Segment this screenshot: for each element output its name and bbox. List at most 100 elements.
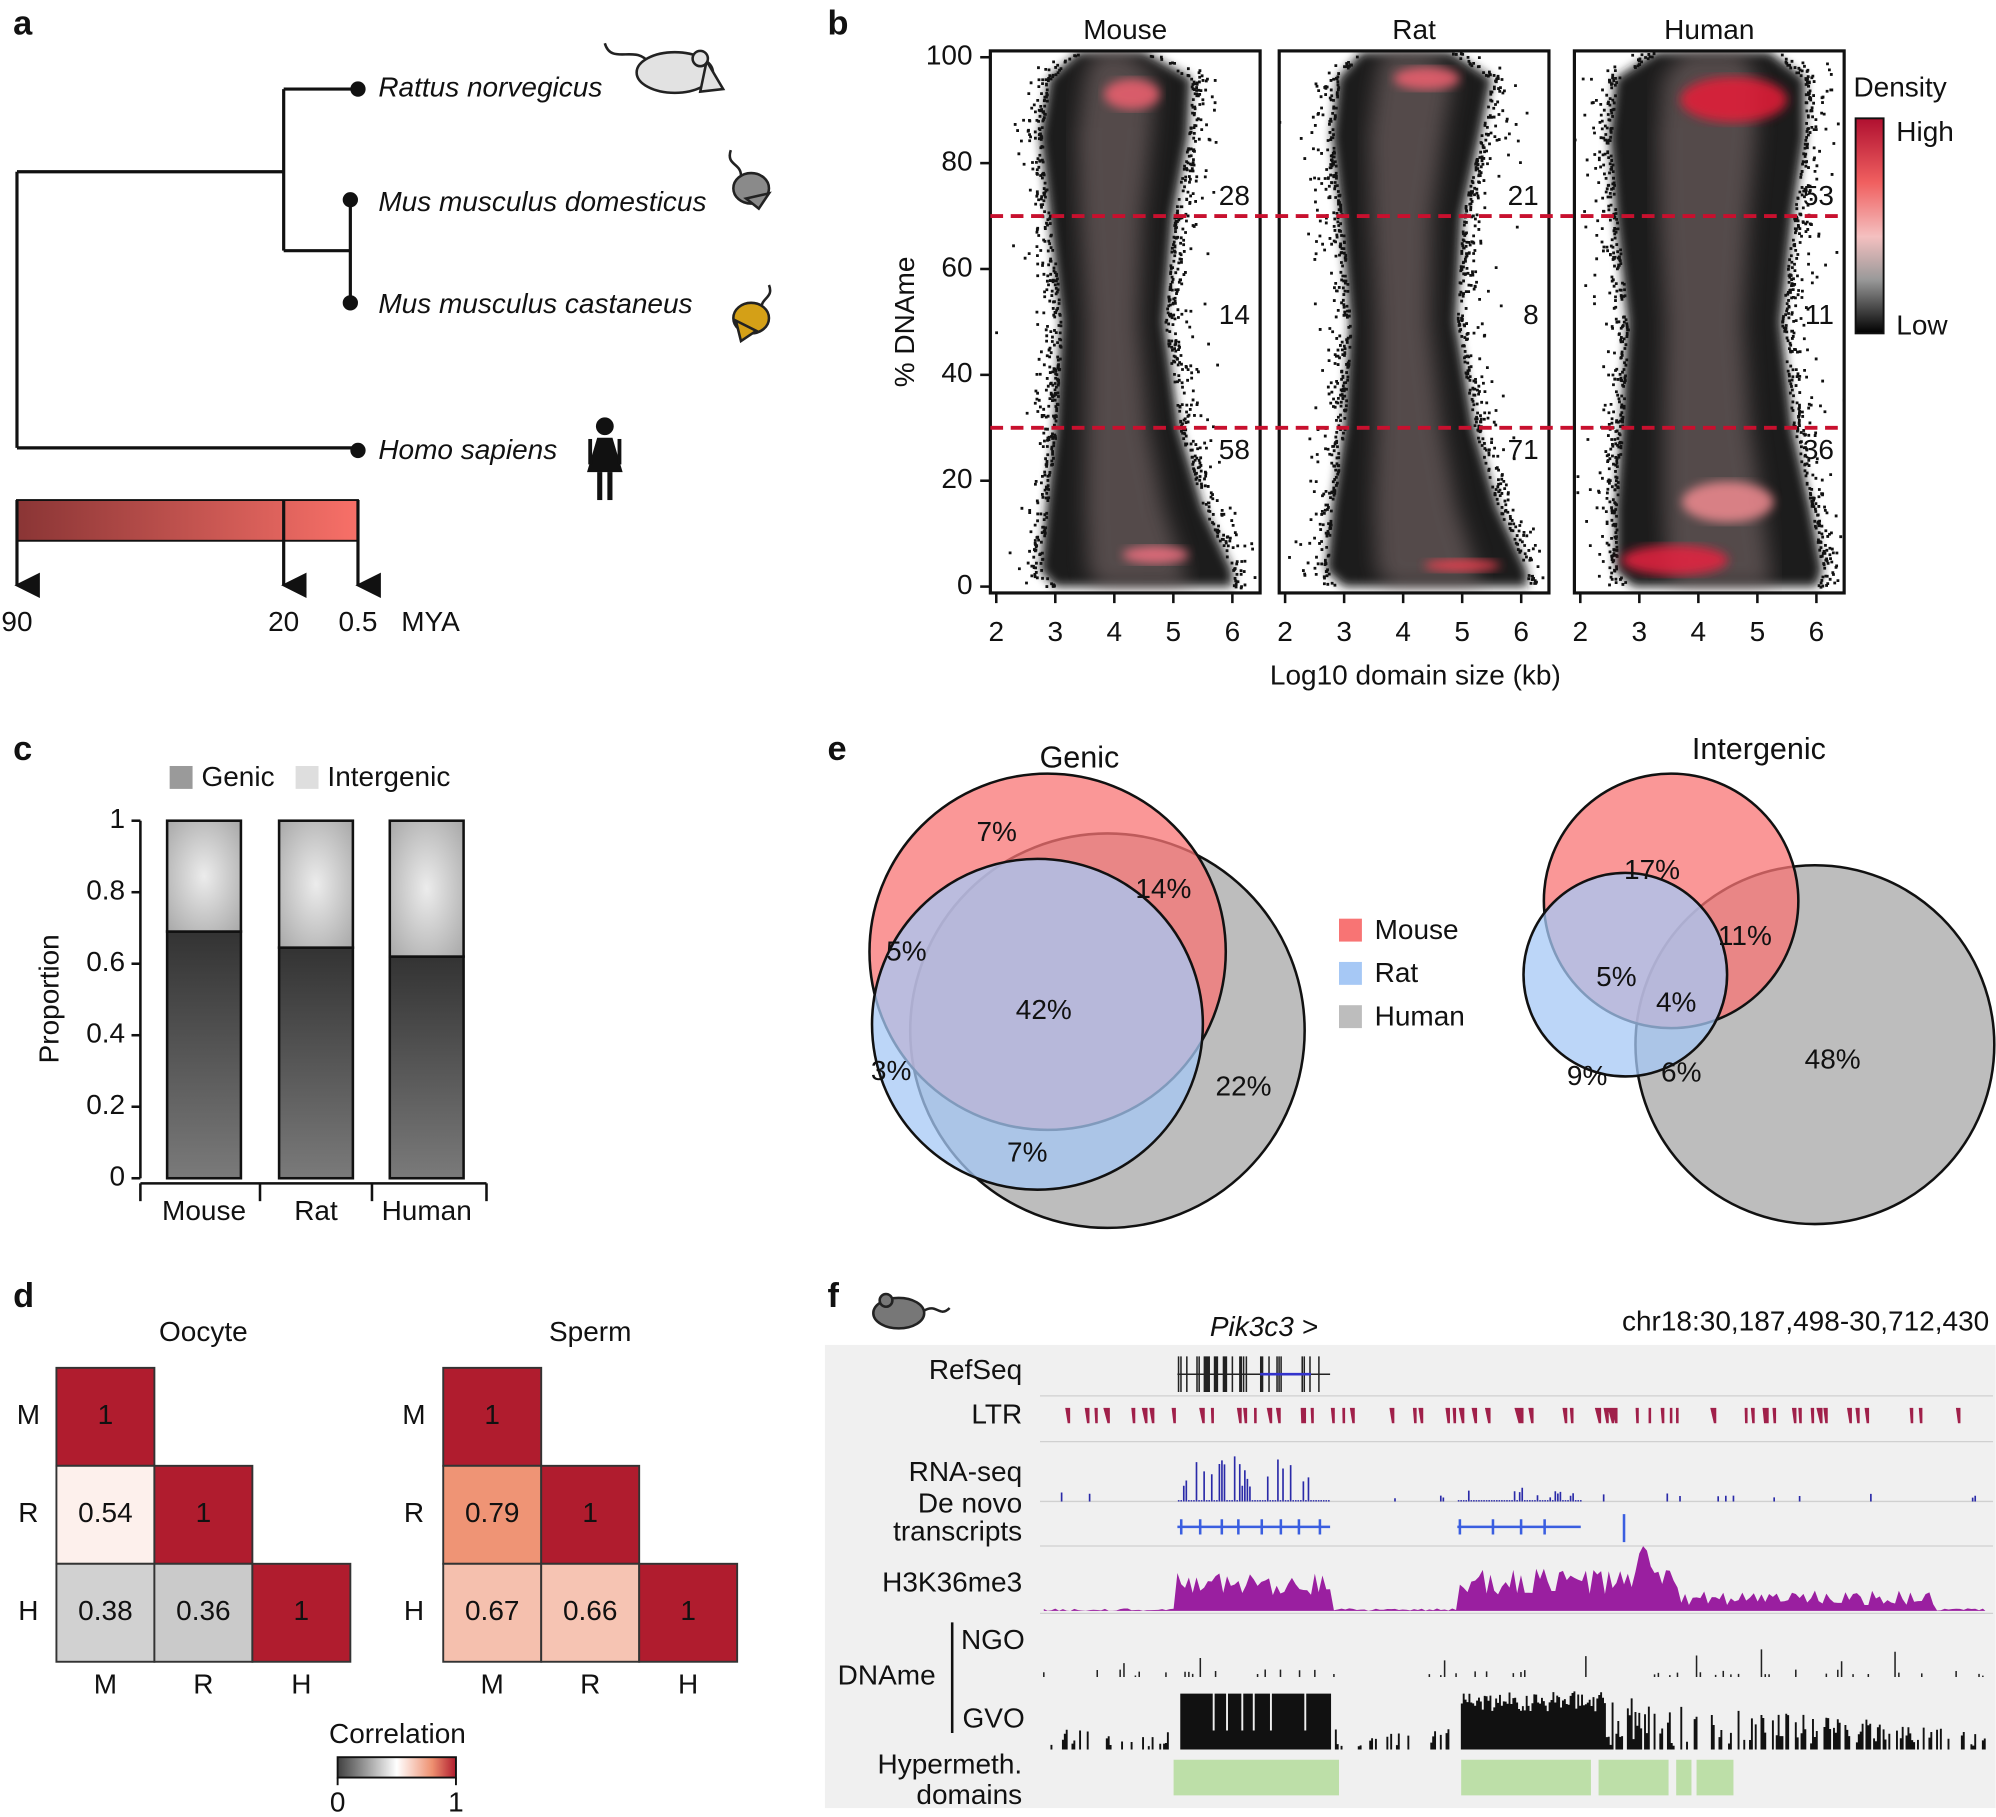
hypermeth-domain: [1676, 1759, 1692, 1796]
density-hotspot: [1104, 79, 1161, 110]
gene-name: Pik3c3 >: [1210, 1311, 1318, 1342]
heatmap-cell: [540, 1562, 641, 1663]
legend-label: Mouse: [1375, 914, 1459, 945]
column-label: R: [193, 1668, 213, 1699]
time-tick-label: 20: [268, 606, 299, 637]
y-tick-label: 0.2: [86, 1089, 125, 1120]
y-tick-label: 0.8: [86, 875, 125, 906]
x-tick-label: 5: [1750, 616, 1766, 647]
bar-segment: [277, 946, 355, 1180]
human-icon: [587, 417, 623, 501]
track-label: RefSeq: [929, 1354, 1022, 1385]
column-label: M: [94, 1668, 117, 1699]
cell-label: 1: [582, 1497, 598, 1528]
panel-label: e: [827, 730, 846, 768]
density-panel: [1279, 51, 1545, 587]
heatmap-cell: [638, 1562, 739, 1663]
cell-label: 1: [484, 1399, 500, 1430]
heatmap-title: Sperm: [549, 1316, 631, 1347]
colorbar-tick-label: 0: [330, 1787, 346, 1817]
species-label: Rattus norvegicus: [378, 71, 602, 102]
time-unit: MYA: [401, 606, 460, 637]
panel-label: b: [827, 5, 848, 43]
legend-label: Human: [1375, 1000, 1465, 1031]
track-label: De novo: [918, 1488, 1022, 1519]
track-label: RNA-seq: [909, 1456, 1023, 1487]
venn-label: 5%: [1596, 961, 1636, 992]
venn-title: Intergenic: [1692, 732, 1826, 766]
row-label: M: [402, 1399, 425, 1430]
region-count: 53: [1803, 180, 1834, 211]
cell-label: 1: [680, 1595, 696, 1626]
mouse-icon: [872, 1292, 951, 1330]
rat-icon: [603, 42, 726, 95]
panel-title: Human: [1664, 14, 1754, 45]
track-label: H3K36me3: [882, 1567, 1022, 1598]
bar-segment: [165, 819, 243, 933]
y-tick-label: 80: [941, 146, 972, 177]
x-tick-label: 3: [1632, 616, 1648, 647]
density-panel: [1574, 51, 1845, 589]
x-tick-label: 3: [1336, 616, 1352, 647]
track-label: GVO: [963, 1703, 1025, 1734]
venn-label: 4%: [1656, 986, 1696, 1017]
density-core: [1369, 51, 1482, 587]
tree-leaf: [342, 192, 358, 208]
legend-label: Genic: [201, 761, 274, 792]
panel-label: d: [13, 1277, 34, 1315]
cell-label: 0.38: [78, 1595, 132, 1626]
legend-label: Rat: [1375, 957, 1419, 988]
x-tick-label: 5: [1454, 616, 1470, 647]
panel-frame: [1572, 49, 1846, 595]
cell-label: 1: [294, 1595, 310, 1626]
legend-swatch: [1339, 1005, 1362, 1029]
hypermeth-domain: [1461, 1759, 1591, 1796]
x-tick-label: Mouse: [162, 1195, 246, 1226]
x-tick-label: 6: [1225, 616, 1241, 647]
heatmap-cell: [153, 1464, 254, 1565]
track-label: LTR: [971, 1399, 1022, 1430]
row-label: M: [17, 1399, 40, 1430]
x-tick-label: 2: [1573, 616, 1589, 647]
track-label: domains: [916, 1779, 1022, 1810]
density-panel: [995, 51, 1257, 590]
venn-set: [1522, 871, 1729, 1078]
panel-label: a: [13, 5, 33, 43]
legend-label: High: [1896, 116, 1954, 147]
region-count: 28: [1219, 180, 1250, 211]
column-label: M: [481, 1668, 504, 1699]
venn-label: 42%: [1016, 994, 1072, 1025]
venn-label: 6%: [1661, 1056, 1701, 1087]
venn-label: 11%: [1718, 920, 1772, 951]
row-label: R: [18, 1497, 38, 1528]
panel-label: c: [13, 730, 32, 768]
panel-frame: [1277, 49, 1551, 595]
transcript-track: [1177, 1514, 1626, 1543]
x-tick-label: 5: [1166, 616, 1182, 647]
heatmap-cell: [540, 1464, 641, 1565]
venn-label: 5%: [886, 935, 926, 966]
venn-label: 17%: [1624, 854, 1680, 885]
y-tick-label: 0: [957, 569, 973, 600]
y-tick-label: 60: [941, 251, 972, 282]
region-count: 36: [1803, 434, 1834, 465]
panel-frame: [988, 49, 1262, 595]
region-count: 8: [1523, 299, 1539, 330]
species-label: Homo sapiens: [378, 434, 557, 465]
y-tick-label: 0: [110, 1161, 126, 1192]
cell-label: 0.79: [465, 1497, 519, 1528]
x-axis-label: Log10 domain size (kb): [1270, 659, 1561, 690]
venn-label: 48%: [1805, 1044, 1861, 1075]
x-tick-label: 4: [1395, 616, 1411, 647]
mouse-icon: [732, 284, 772, 344]
density-hotspot: [1682, 481, 1774, 523]
hypermeth-domain: [1598, 1759, 1669, 1796]
y-axis-label: % DNAme: [889, 257, 920, 388]
heatmap-cell: [55, 1464, 156, 1565]
density-hotspot: [1424, 559, 1501, 572]
x-tick-label: 6: [1809, 616, 1825, 647]
column-label: R: [580, 1668, 600, 1699]
venn-label: 7%: [977, 816, 1017, 847]
region-count: 21: [1508, 180, 1539, 211]
